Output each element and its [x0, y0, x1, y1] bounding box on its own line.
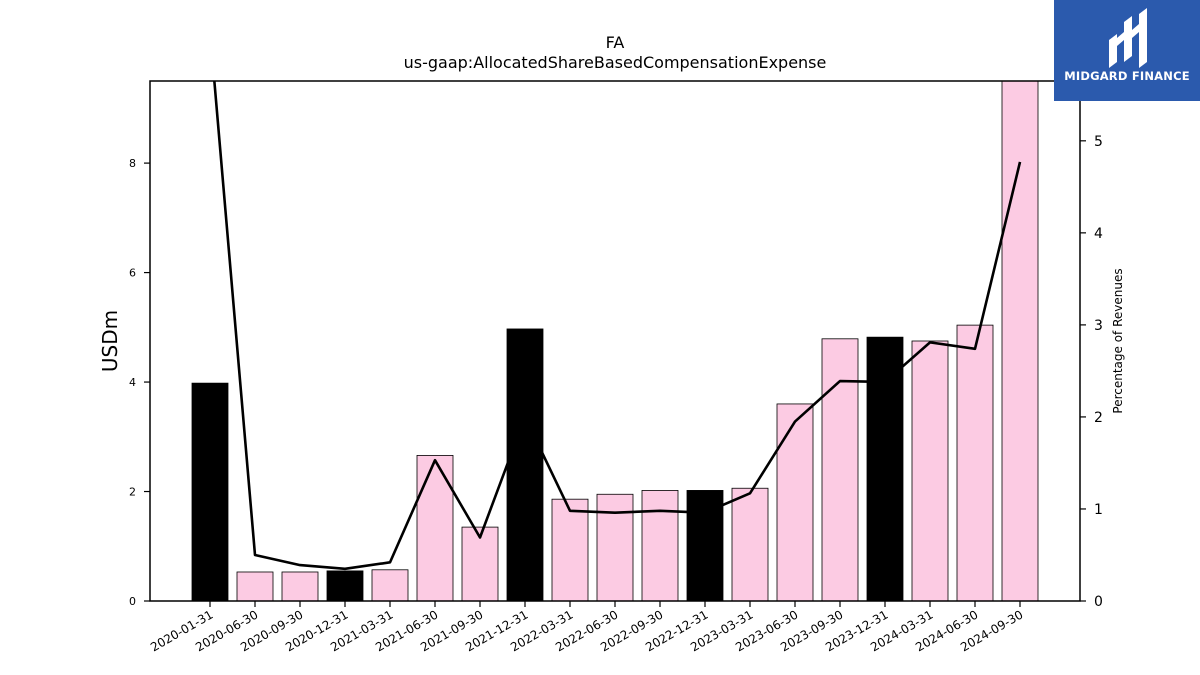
bar-2024-06-30 — [956, 324, 994, 601]
bar-2023-09-30 — [821, 338, 859, 601]
x-axis: 2020-01-312020-06-302020-09-302020-12-31… — [148, 601, 1026, 654]
y2-tick-label: 0 — [1094, 594, 1103, 610]
bar-2023-06-30 — [776, 403, 814, 601]
y-axis-right: 0 1 2 3 4 5 — [1080, 134, 1103, 610]
bar-2021-03-31 — [371, 569, 409, 601]
y-tick-label: 4 — [129, 376, 136, 389]
bars-layer — [191, 81, 1039, 601]
bar-2020-12-31 — [326, 570, 364, 601]
chart-title: FA — [606, 33, 625, 52]
y-axis-label: USDm — [98, 310, 122, 372]
bar-2023-12-31 — [866, 336, 904, 601]
y-tick-label: 8 — [129, 157, 136, 170]
logo-text: MIDGARD FINANCE — [1064, 69, 1190, 83]
y2-tick-label: 2 — [1094, 410, 1103, 426]
bar-2022-09-30 — [641, 490, 679, 601]
bar-2024-09-30 — [1001, 81, 1039, 601]
bar-2020-09-30 — [281, 571, 319, 601]
y2-tick-label: 3 — [1094, 318, 1103, 334]
bar-2021-09-30 — [461, 526, 499, 601]
bar-2023-03-31 — [731, 487, 769, 601]
y-tick-label: 6 — [129, 267, 136, 280]
y-axis-left: 0 2 4 6 8 — [129, 157, 150, 608]
chart-subtitle: us-gaap:AllocatedShareBasedCompensationE… — [404, 53, 827, 72]
bar-2020-06-30 — [236, 571, 274, 601]
bar-2020-01-31 — [191, 382, 229, 601]
bar-2021-12-31 — [506, 328, 544, 601]
line-layer — [213, 81, 1022, 571]
midgard-finance-logo: MIDGARD FINANCE — [1054, 0, 1200, 101]
y2-axis-label: Percentage of Revenues — [1111, 268, 1125, 413]
bar-2024-03-31 — [911, 340, 949, 601]
y2-tick-label: 5 — [1094, 134, 1103, 150]
bar-2021-06-30 — [416, 454, 454, 601]
y-tick-label: 0 — [129, 595, 136, 608]
y2-tick-label: 1 — [1094, 502, 1103, 518]
logo-mark-icon — [1109, 8, 1147, 68]
bar-2022-06-30 — [596, 493, 634, 601]
y2-tick-label: 4 — [1094, 226, 1103, 242]
bar-2022-03-31 — [551, 498, 589, 601]
y-tick-label: 2 — [129, 486, 136, 499]
